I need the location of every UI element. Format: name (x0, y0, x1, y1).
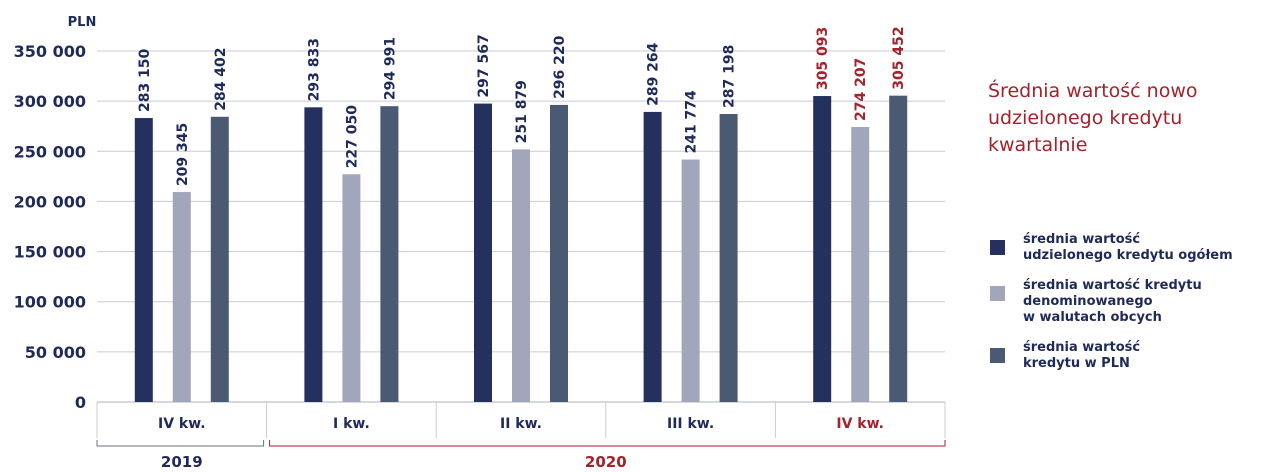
bar (681, 159, 700, 402)
bar (210, 116, 229, 402)
year-bracket (96, 440, 265, 447)
bar-value-label: 289 264 (646, 42, 662, 106)
y-tick-label: 50 000 (25, 343, 86, 362)
bar-value-label: 293 833 (306, 38, 322, 101)
bar (851, 127, 870, 402)
bar-value-label: 305 452 (891, 26, 907, 89)
x-tick-label: I kw. (333, 416, 370, 432)
legend-swatch-foreign (990, 286, 1005, 301)
x-tick-label: IV kw. (836, 416, 884, 432)
legend-label-pln: średnia wartość kredytu w PLN (1023, 340, 1141, 371)
legend-label-total: średnia wartość udzielonego kredytu ogół… (1023, 232, 1233, 263)
y-tick-label: 150 000 (14, 243, 86, 262)
bar (643, 111, 662, 402)
bar (134, 118, 153, 402)
bar-value-label: 241 774 (684, 90, 700, 154)
y-tick-label: 250 000 (14, 142, 86, 161)
bar (342, 174, 361, 402)
legend-swatch-pln (990, 348, 1005, 363)
y-tick-label: 350 000 (14, 42, 86, 61)
bar-value-label: 209 345 (175, 123, 191, 186)
bar (304, 107, 323, 402)
bar-value-label: 251 879 (514, 80, 530, 143)
bar (550, 104, 568, 402)
bar-value-label: 287 198 (722, 45, 738, 108)
legend-item-foreign: średnia wartość kredytu denominowanego w… (990, 278, 1255, 326)
bar (380, 106, 399, 402)
bar-value-label: 284 402 (213, 47, 229, 110)
bar-value-label: 227 050 (344, 105, 360, 169)
bar-value-label: 305 093 (815, 27, 831, 90)
bar (813, 96, 832, 402)
bar-value-label: 283 150 (137, 48, 153, 112)
bar-value-label: 274 207 (853, 58, 869, 121)
legend-swatch-total (990, 240, 1005, 255)
y-tick-label: 100 000 (14, 293, 86, 312)
bar-chart: 0 50 000 100 000 150 000 200 000 250 000 300 0… (14, 15, 946, 471)
year-bracket (269, 440, 946, 447)
bar-value-label: 296 220 (552, 35, 568, 99)
legend-item-pln: średnia wartość kredytu w PLN (990, 340, 1255, 372)
bar (474, 103, 492, 402)
y-tick-label: 0 (75, 393, 86, 412)
chart-side-title: Średnia wartość nowo udzielonego kredytu… (988, 80, 1198, 156)
bar (889, 95, 908, 402)
bar-value-label: 294 991 (382, 37, 398, 100)
legend-label-foreign: średnia wartość kredytu denominowanego w… (1023, 278, 1202, 325)
x-tick-label: III kw. (667, 416, 714, 432)
y-tick-label: 200 000 (14, 192, 86, 211)
legend-item-total: średnia wartość udzielonego kredytu ogół… (990, 232, 1255, 264)
x-tick-label: II kw. (500, 416, 542, 432)
bar (172, 192, 191, 402)
chart-legend: średnia wartość udzielonego kredytu ogół… (990, 232, 1255, 386)
y-axis-unit: PLN (68, 15, 97, 30)
bar-value-label: 297 567 (476, 34, 492, 97)
year-label: 2019 (161, 453, 203, 471)
y-tick-label: 300 000 (14, 92, 86, 111)
bar (719, 113, 738, 402)
x-tick-label: IV kw. (158, 416, 206, 432)
bar (512, 149, 530, 402)
year-label: 2020 (585, 453, 627, 471)
